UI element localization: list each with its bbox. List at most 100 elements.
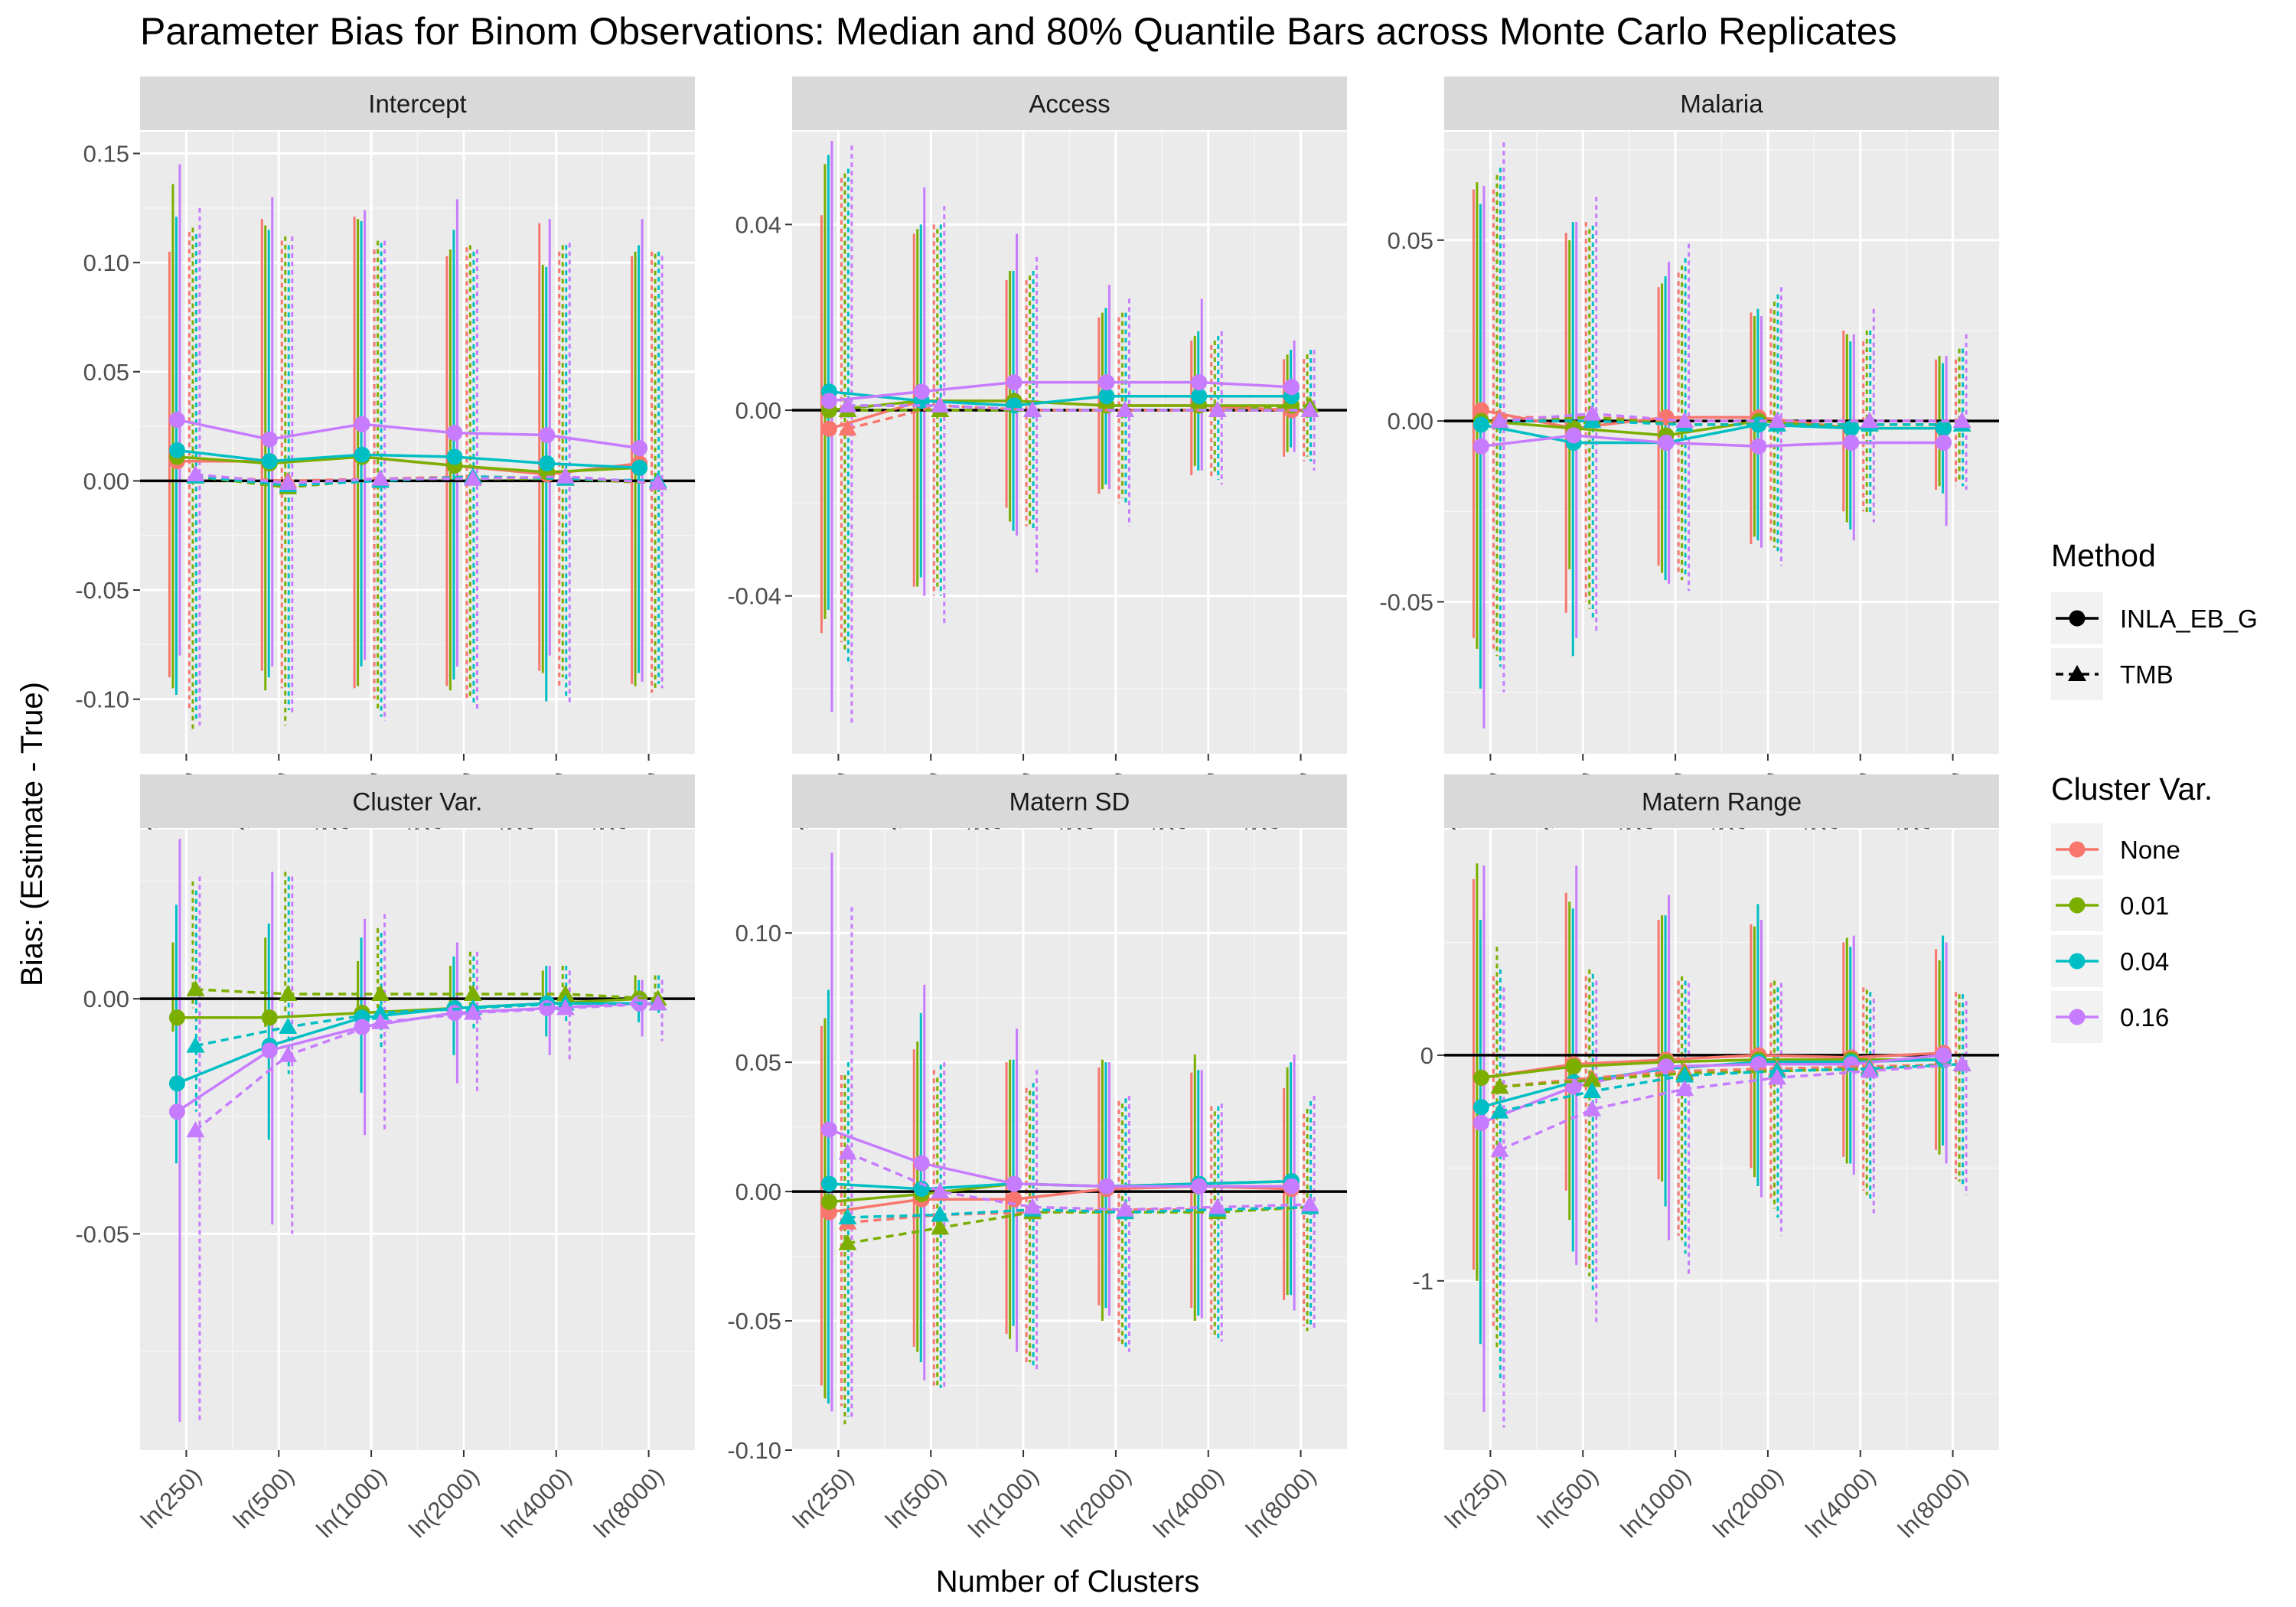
point-triangle-0-16 xyxy=(1300,1195,1319,1211)
strip-label: Matern SD xyxy=(1009,787,1130,816)
strip-label: Access xyxy=(1029,90,1110,118)
point-triangle-0-16 xyxy=(648,474,667,491)
y-tick-label: 0.05 xyxy=(735,1049,781,1076)
series-line-inla-eb-g-0-01 xyxy=(1481,1058,1944,1080)
series-line-inla-eb-g-0-04 xyxy=(829,390,1292,407)
point-circle-0-16 xyxy=(1936,1047,1952,1064)
point-circle-0-16 xyxy=(1843,435,1860,451)
point-triangle-0-16 xyxy=(1490,412,1509,429)
legend-triangle-symbol xyxy=(2068,665,2086,681)
point-triangle-0-04 xyxy=(1675,1066,1694,1083)
point-circle-0-04 xyxy=(261,453,278,470)
median-lines xyxy=(168,412,667,494)
y-tick-label: 0.15 xyxy=(83,141,129,168)
point-circle-0-16 xyxy=(1658,435,1675,451)
point-triangle-0-01 xyxy=(931,1218,950,1235)
point-triangle-0-16 xyxy=(186,1121,205,1138)
point-circle-0-04 xyxy=(354,446,370,463)
y-tick-label: 0.10 xyxy=(83,249,129,276)
median-lines xyxy=(168,980,667,1138)
point-circle-0-04 xyxy=(539,455,556,472)
point-circle-0-16 xyxy=(1191,1178,1208,1195)
point-circle-0-16 xyxy=(261,431,278,448)
point-circle-0-16 xyxy=(168,412,185,429)
point-triangle-0-01 xyxy=(279,985,298,1002)
point-circle-0-04 xyxy=(1936,420,1952,437)
median-lines xyxy=(1473,402,1971,455)
legend-label-0-01: 0.01 xyxy=(2120,892,2169,920)
point-circle-0-04 xyxy=(1191,388,1208,405)
panel-access: Access-0.040.000.04ln(250)ln(500)ln(1000… xyxy=(727,77,1347,846)
point-circle-0-04 xyxy=(1473,416,1489,433)
point-triangle-0-16 xyxy=(371,469,390,486)
point-triangle-0-16 xyxy=(463,1003,482,1020)
point-circle-0-01 xyxy=(168,1009,185,1026)
point-circle-0-16 xyxy=(1098,374,1115,391)
point-triangle-0-16 xyxy=(648,994,667,1011)
series-line-inla-eb-g-0-01 xyxy=(829,399,1292,412)
y-tick-label: 0.05 xyxy=(83,359,129,386)
point-circle-0-16 xyxy=(820,393,837,409)
point-circle-0-16 xyxy=(1750,438,1767,455)
y-tick-label: 0.00 xyxy=(1388,408,1433,435)
y-tick-label: 0 xyxy=(1420,1042,1433,1069)
point-triangle-0-04 xyxy=(931,1205,950,1222)
point-circle-0-16 xyxy=(539,427,556,444)
point-triangle-0-16 xyxy=(838,1143,857,1160)
strip-matern-sd xyxy=(792,774,1347,828)
point-triangle-0-01 xyxy=(556,985,575,1002)
point-circle-0-04 xyxy=(820,1175,837,1192)
y-tick-label: -0.05 xyxy=(727,1308,781,1335)
strip-matern-range xyxy=(1444,774,1999,828)
legend-label-inla-eb-g: INLA_EB_G xyxy=(2120,605,2258,633)
point-triangle-0-16 xyxy=(1023,401,1042,418)
series-line-inla-eb-g-0-16 xyxy=(177,418,640,450)
point-circle-0-04 xyxy=(446,448,463,465)
point-triangle-0-16 xyxy=(931,1182,950,1199)
y-tick-label: 0.05 xyxy=(1388,227,1433,254)
strip-label: Matern Range xyxy=(1642,787,1802,816)
series-line-inla-eb-g-0-01 xyxy=(177,455,640,474)
point-triangle-0-16 xyxy=(1208,1198,1227,1214)
strip-label: Intercept xyxy=(368,90,466,118)
median-lines xyxy=(820,1121,1319,1250)
y-axis-label: Bias: (Estimate - True) xyxy=(15,682,49,986)
strip-access xyxy=(792,77,1347,130)
point-circle-0-16 xyxy=(1565,427,1582,444)
legend-circle-symbol xyxy=(2069,610,2086,627)
legend-title-method: Method xyxy=(2051,538,2156,573)
point-triangle-0-04 xyxy=(279,1018,298,1035)
median-lines xyxy=(820,374,1319,437)
series-line-inla-eb-g-0-04 xyxy=(177,448,640,470)
point-triangle-0-16 xyxy=(1115,1200,1134,1217)
point-circle-0-16 xyxy=(1283,379,1300,396)
point-triangle-none xyxy=(838,419,857,436)
point-circle-0-16 xyxy=(354,416,370,432)
y-tick-label: -1 xyxy=(1412,1268,1433,1295)
legend-label-none: None xyxy=(2120,836,2180,864)
point-triangle-0-01 xyxy=(186,980,205,996)
point-circle-0-16 xyxy=(1006,1175,1022,1192)
point-triangle-0-04 xyxy=(1583,1082,1602,1099)
point-circle-0-01 xyxy=(261,1009,278,1026)
y-tick-label: 0.00 xyxy=(83,986,129,1012)
legend-point-0-01 xyxy=(2069,897,2086,914)
point-triangle-0-16 xyxy=(1675,1080,1694,1097)
point-circle-0-04 xyxy=(1843,420,1860,437)
point-circle-0-16 xyxy=(354,1019,370,1035)
legend-label-0-04: 0.04 xyxy=(2120,947,2169,976)
point-triangle-0-16 xyxy=(1208,401,1227,418)
point-triangle-0-16 xyxy=(556,999,575,1015)
point-circle-0-04 xyxy=(1098,388,1115,405)
point-circle-0-16 xyxy=(913,383,930,400)
point-triangle-0-16 xyxy=(1860,1061,1879,1078)
x-axis-label: Number of Clusters xyxy=(936,1565,1200,1599)
panels: Intercept-0.10-0.050.000.050.100.15ln(25… xyxy=(75,77,1999,1543)
series-line-tmb-0-04 xyxy=(1499,1062,1962,1113)
median-lines xyxy=(1473,1045,1971,1157)
point-triangle-0-16 xyxy=(838,396,857,412)
y-tick-label: 0.10 xyxy=(735,920,781,947)
